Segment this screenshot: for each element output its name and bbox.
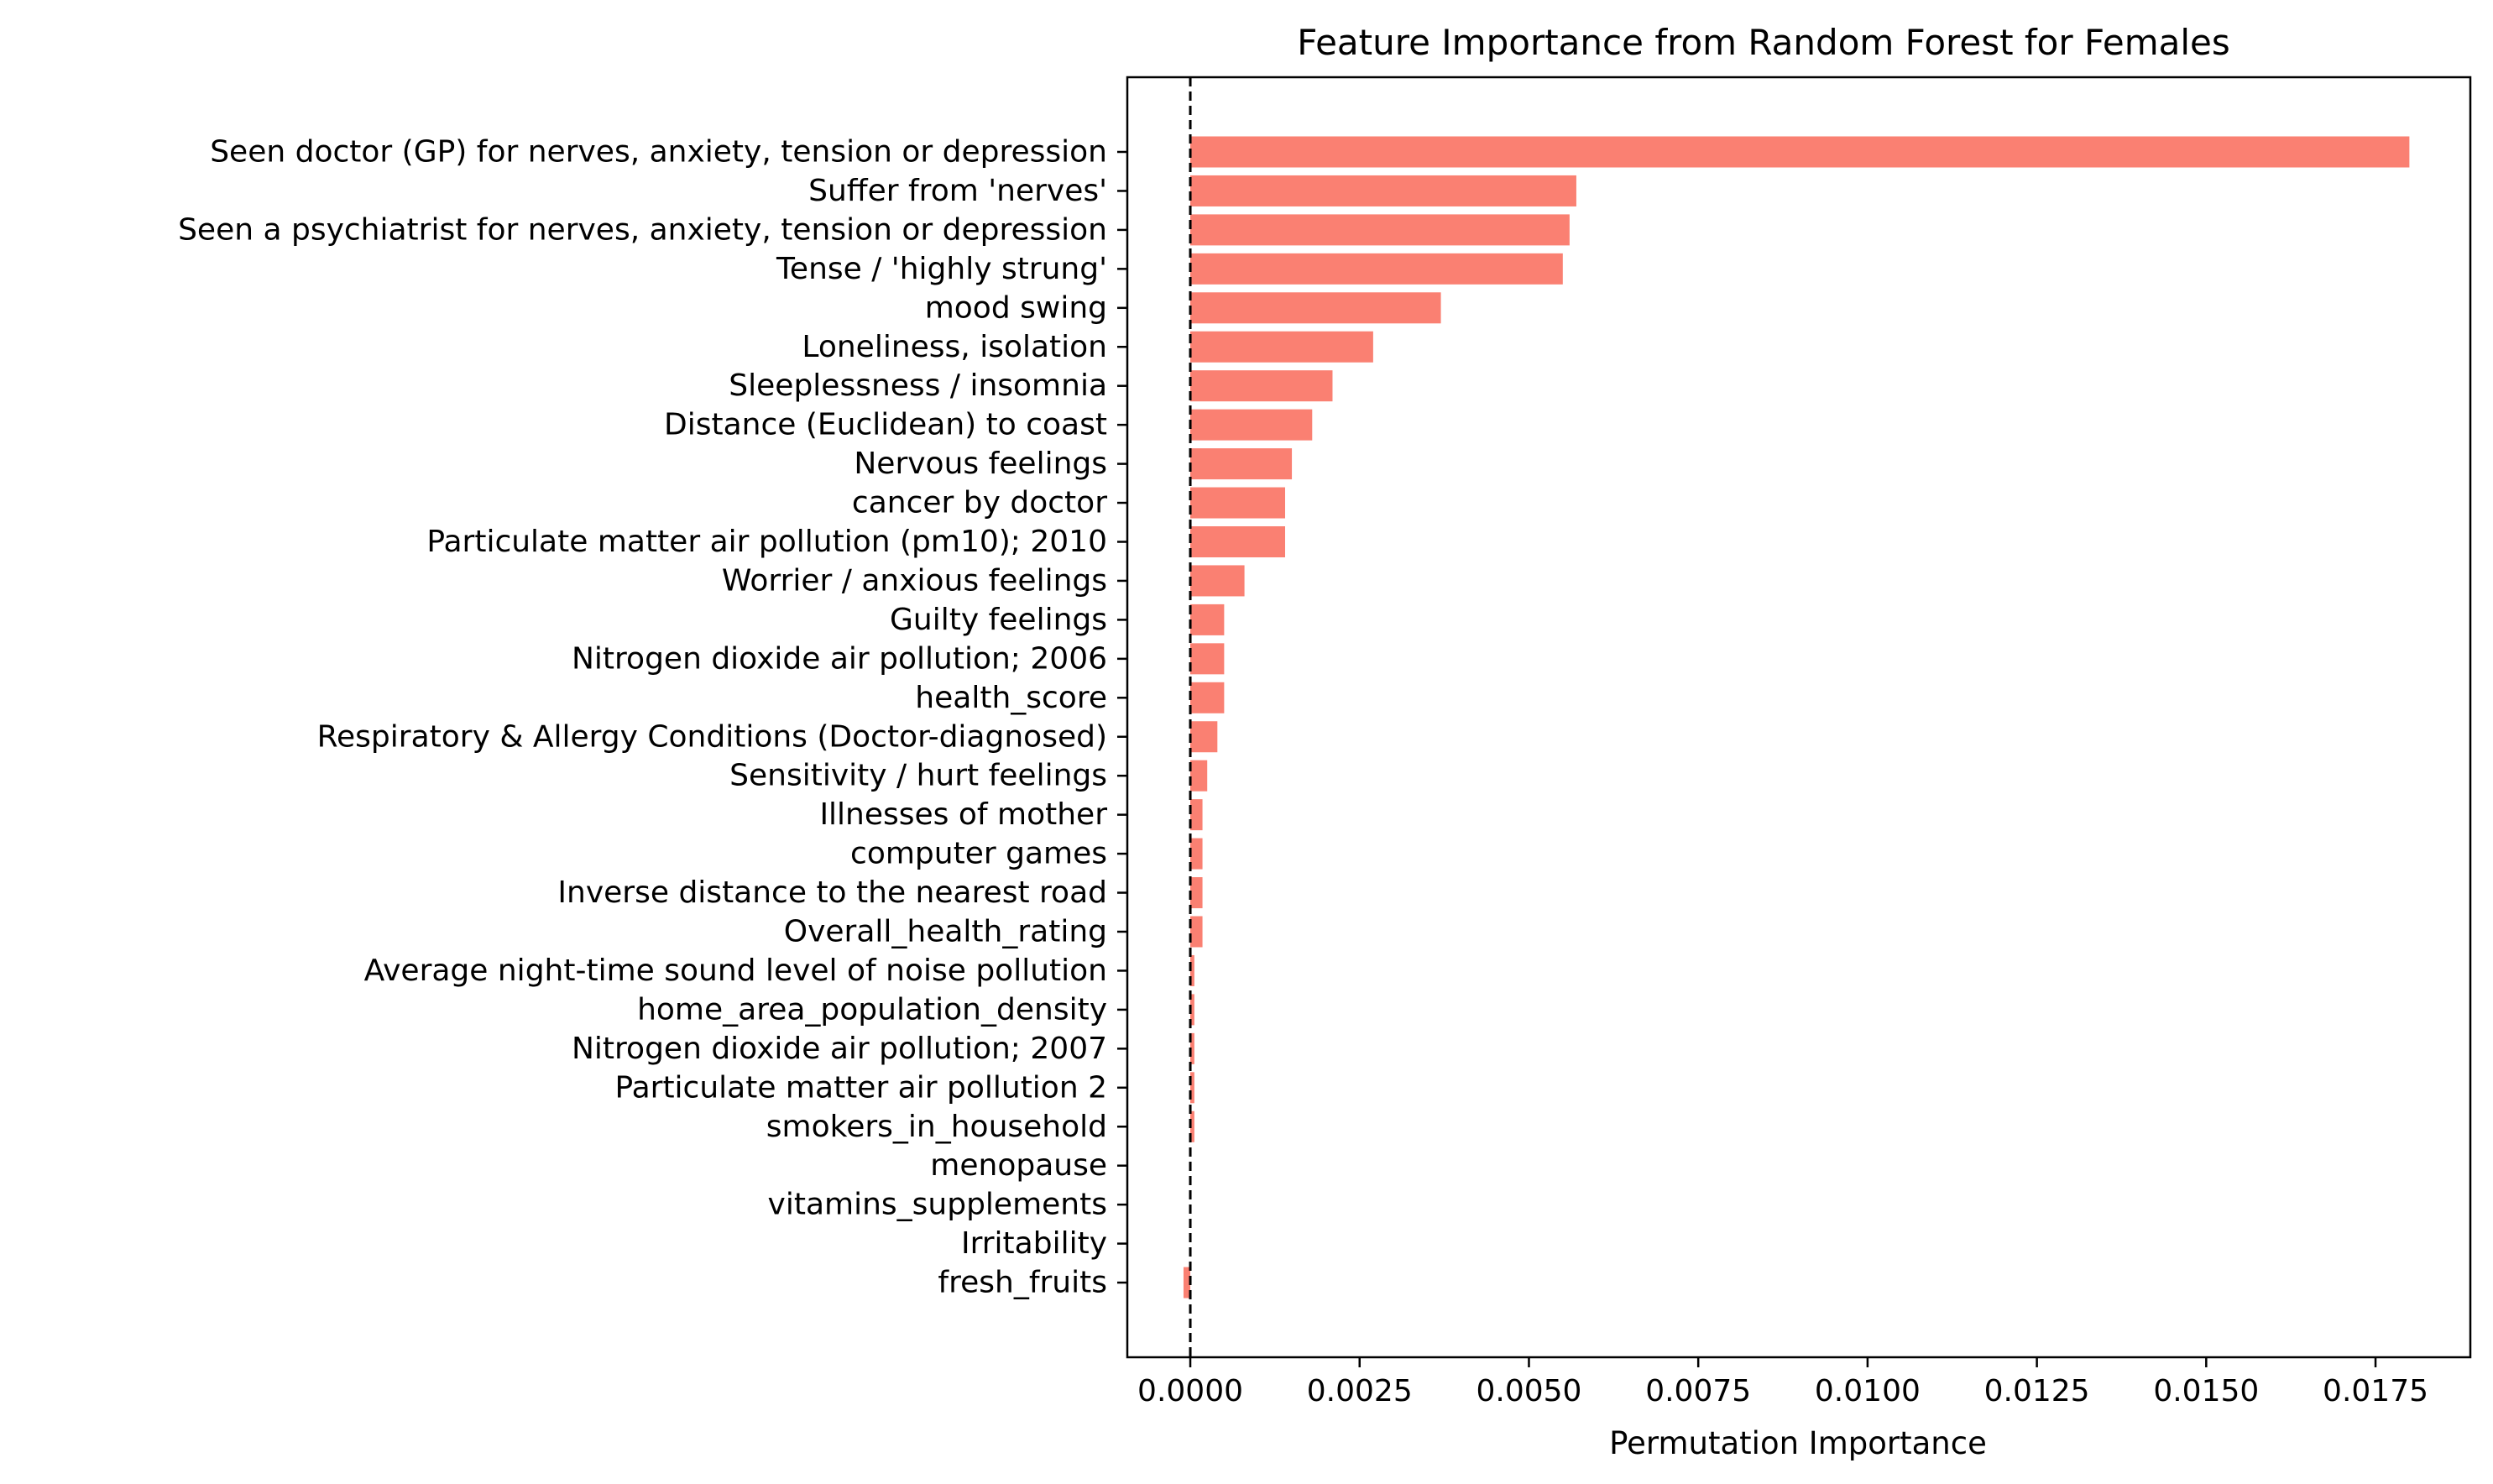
y-tick-label: Guilty feelings	[890, 603, 1107, 637]
bar-5	[1190, 331, 1373, 363]
bars-group	[1183, 136, 2410, 1298]
x-tick-label: 0.0050	[1476, 1374, 1581, 1408]
bar-9	[1190, 487, 1285, 519]
y-tick-label: Nitrogen dioxide air pollution; 2007	[572, 1032, 1107, 1066]
bar-20	[1190, 916, 1203, 948]
y-tick-label: mood swing	[925, 290, 1107, 325]
y-tick-label: Seen a psychiatrist for nerves, anxiety,…	[178, 212, 1107, 247]
y-tick-label: Overall_health_rating	[784, 915, 1107, 949]
y-tick-label: Respiratory & Allergy Conditions (Doctor…	[317, 719, 1107, 754]
y-tick-label: Nervous feelings	[854, 447, 1107, 481]
y-tick-label: Nitrogen dioxide air pollution; 2006	[572, 641, 1107, 676]
y-tick-label: vitamins_supplements	[768, 1188, 1107, 1222]
bar-14	[1190, 682, 1225, 713]
y-tick-label: home_area_population_density	[637, 992, 1107, 1027]
y-tick-label: Sensitivity / hurt feelings	[729, 759, 1107, 793]
x-tick-label: 0.0000	[1137, 1374, 1243, 1408]
chart-title: Feature Importance from Random Forest fo…	[1297, 22, 2230, 63]
y-tick-label: health_score	[915, 681, 1107, 715]
bar-1	[1190, 175, 1576, 206]
y-tick-label: Seen doctor (GP) for nerves, anxiety, te…	[210, 135, 1107, 170]
y-tick-label: Particulate matter air pollution (pm10);…	[426, 525, 1107, 559]
y-tick-label: Suffer from 'nerves'	[808, 174, 1107, 208]
y-tick-label: cancer by doctor	[852, 486, 1107, 520]
x-tick-label: 0.0025	[1307, 1374, 1413, 1408]
bar-19	[1190, 877, 1203, 909]
bar-13	[1190, 643, 1225, 675]
bar-16	[1190, 760, 1208, 792]
bar-25	[1190, 1110, 1194, 1142]
bar-23	[1190, 1032, 1194, 1064]
bar-24	[1190, 1072, 1194, 1104]
x-tick-label: 0.0125	[1984, 1374, 2090, 1408]
y-tick-label: Worrier / anxious feelings	[722, 563, 1107, 598]
plot-area-frame	[1126, 76, 2472, 1359]
y-tick-label: Sleeplessness / insomnia	[729, 368, 1107, 403]
y-tick-label: Average night-time sound level of noise …	[364, 954, 1107, 988]
bar-17	[1190, 799, 1203, 831]
x-axis-label: Permutation Importance	[1609, 1425, 1987, 1461]
bar-18	[1190, 838, 1203, 870]
bar-11	[1190, 565, 1245, 597]
y-tick-label: menopause	[930, 1148, 1107, 1183]
x-tick-label: 0.0150	[2153, 1374, 2259, 1408]
x-axis-ticks: 0.0000 0.0025 0.0050 0.0075 0.0100 0.0125 0.01…	[1137, 1357, 2428, 1408]
bar-7	[1190, 409, 1313, 441]
bar-4	[1190, 292, 1441, 324]
bar-29	[1183, 1267, 1191, 1298]
y-tick-label: Inverse distance to the nearest road	[557, 875, 1107, 910]
x-tick-label: 0.0175	[2323, 1374, 2428, 1408]
y-tick-label: Distance (Euclidean) to coast	[664, 408, 1107, 442]
bar-22	[1190, 994, 1194, 1026]
bar-21	[1190, 954, 1194, 986]
bar-3	[1190, 253, 1563, 285]
y-tick-label: smokers_in_household	[766, 1110, 1107, 1144]
y-tick-label: Loneliness, isolation	[802, 330, 1107, 364]
bar-8	[1190, 448, 1293, 480]
bar-12	[1190, 604, 1225, 635]
bar-10	[1190, 526, 1285, 557]
y-tick-label: Tense / 'highly strung'	[776, 252, 1107, 286]
bar-15	[1190, 721, 1218, 753]
y-tick-label: Particulate matter air pollution 2	[614, 1070, 1107, 1105]
bar-2	[1190, 214, 1570, 246]
y-tick-label: fresh_fruits	[938, 1266, 1107, 1300]
bar-6	[1190, 370, 1333, 402]
y-tick-label: Illnesses of mother	[819, 797, 1107, 832]
y-axis-ticks: Seen doctor (GP) for nerves, anxiety, te…	[178, 135, 1127, 1300]
y-tick-label: computer games	[850, 837, 1107, 871]
y-tick-label: Irritability	[961, 1226, 1107, 1261]
x-tick-label: 0.0100	[1815, 1374, 1921, 1408]
x-tick-label: 0.0075	[1645, 1374, 1751, 1408]
bar-0	[1190, 136, 2410, 168]
